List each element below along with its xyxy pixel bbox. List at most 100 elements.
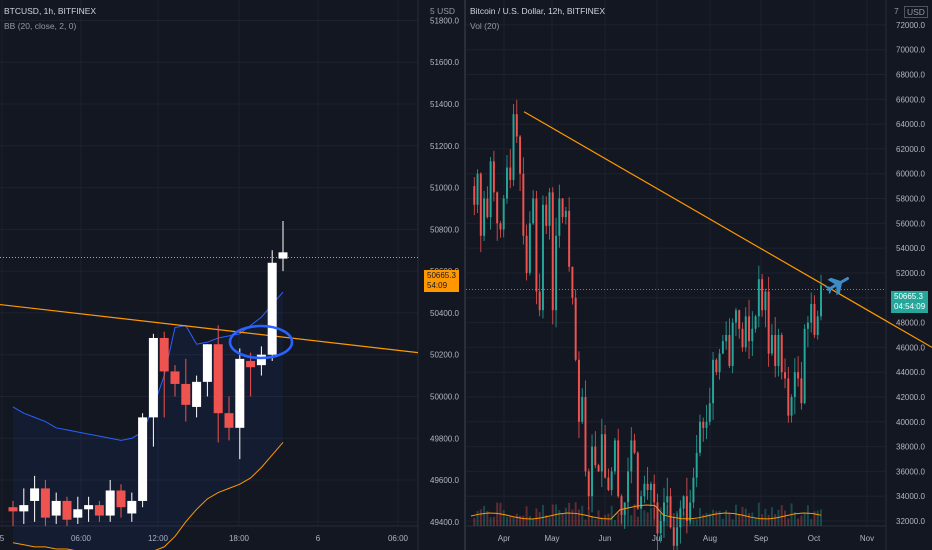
volume-bar [483,505,486,526]
candle-body [479,173,482,236]
y-tick-label: 70000.0 [896,46,925,55]
candle-body [682,496,685,509]
y-tick-label: 36000.0 [896,467,925,476]
volume-bar [751,512,754,526]
volume-bar [640,509,643,526]
candle-body [770,334,773,354]
left-candlestick-chart[interactable]: 49400.0 49600.0 49800.0 50000.0 50200.0 50400… [0,0,464,550]
y-tick-label: 44000.0 [896,368,925,377]
volume-bar [764,508,767,526]
candle-body [698,421,701,453]
y-tick-label: 38000.0 [896,443,925,452]
candle-body [181,383,191,405]
candle-body [581,397,584,422]
candle-body [159,337,169,372]
candle-body [806,322,809,329]
candle-body [679,508,682,528]
panel-divider[interactable] [464,0,466,550]
candle-body [695,452,698,478]
y-tick-label: 50400.0 [430,309,459,318]
candle-body [213,344,223,414]
candle-body [30,488,40,501]
volume-bar [721,518,724,526]
candle-body [561,198,564,218]
y-tick-label: 51200.0 [430,142,459,151]
candle-body [571,266,574,298]
candle-body [476,173,479,205]
candle-body [748,316,751,342]
y-tick-label: 51400.0 [430,100,459,109]
volume-bar [519,515,522,526]
candle-body [780,334,783,373]
candle-body [607,477,610,491]
volume-bar [793,511,796,526]
right-chart-panel[interactable]: 32000.0 34000.0 36000.0 38000.0 40000.0 42000… [466,0,932,550]
right-candlestick-chart[interactable]: 32000.0 34000.0 36000.0 38000.0 40000.0 42000… [466,0,932,550]
candle-body [800,378,803,404]
volume-bar [715,511,718,526]
y-tick-label: 50800.0 [430,225,459,234]
candle-body [246,360,256,368]
volume-bar [538,512,541,526]
volume-bar [803,513,806,526]
candle-body [564,210,567,218]
left-symbol-title: BTCUSD, 1h, BITFINEX [4,6,97,16]
left-currency-badge[interactable]: 5 USD [430,6,456,16]
candle-body [797,372,800,379]
volume-bar [630,515,633,526]
candle-body [73,509,83,518]
volume-bar [761,514,764,526]
candle-body [486,198,489,218]
volume-bar [548,517,551,526]
volume-bar [712,509,715,526]
candle-body [256,354,266,366]
volume-bar [672,512,675,526]
volume-bar [492,516,495,526]
y-tick-label: 58000.0 [896,195,925,204]
volume-bar [656,504,659,526]
candle-body [663,502,665,522]
candle-body [803,328,806,404]
candle-body [489,161,492,218]
x-tick-label: Jun [599,534,612,543]
candle-body [636,452,639,509]
candle-body [515,114,518,137]
y-tick-label: 40000.0 [896,418,925,427]
volume-bar [587,507,590,526]
candle-body [558,198,561,236]
candle-body [656,502,659,534]
left-chart-panel[interactable]: 49400.0 49600.0 49800.0 50000.0 50200.0 50400… [0,0,464,550]
candle-body [610,471,613,491]
candle-body [718,353,721,373]
volume-bar [738,514,741,526]
candle-body [669,496,672,528]
volume-bar [502,510,505,526]
x-tick-label: 12:00 [148,534,169,543]
y-tick-label: 66000.0 [896,95,925,104]
candle-body [692,477,695,503]
candle-body [555,235,558,311]
candle-body [202,344,212,382]
candle-body [8,507,18,512]
candle-body [813,303,816,335]
candle-body [568,210,571,267]
volume-bar [797,518,800,526]
candle-body [734,310,737,323]
volume-bar [522,515,525,526]
candle-body [600,434,603,472]
volume-bar [806,505,809,526]
volume-bar [744,508,747,526]
left-countdown: 54:09 [427,281,448,290]
volume-bar [525,506,528,526]
volume-bar [813,511,816,526]
candle-body [731,322,734,366]
right-currency-badge[interactable]: USD [904,6,928,18]
candle-body [267,262,277,355]
y-tick-label: 51000.0 [430,184,459,193]
volume-bar [770,507,773,526]
volume-bar [702,514,705,526]
volume-bar [509,515,512,526]
bb-lower-line [12,442,284,550]
left-indicator-label: BB (20, close, 2, 0) [4,21,77,31]
y-tick-label: 34000.0 [896,492,925,501]
